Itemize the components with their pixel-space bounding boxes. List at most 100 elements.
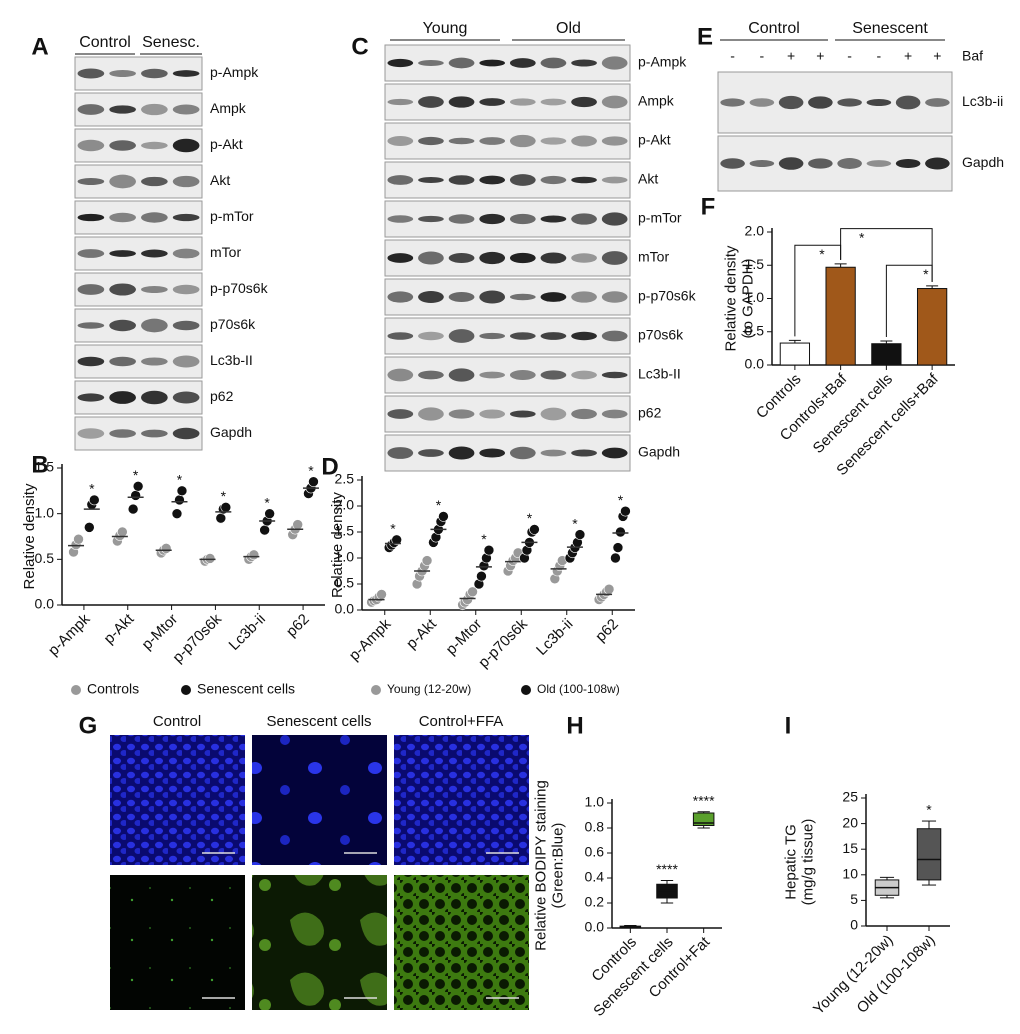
y-tick-label: 0 [850, 917, 858, 933]
data-point [204, 553, 216, 564]
blot-band [509, 332, 536, 340]
y-tick-label: 2.0 [745, 223, 765, 239]
blot-band [77, 428, 105, 439]
significance-mark: **** [693, 792, 715, 808]
significance-mark: * [436, 497, 442, 513]
x-tick-label: Lc3b-ii [533, 616, 576, 659]
legend-label: Old (100-108w) [537, 682, 620, 696]
y-axis-label: (Green:Blue) [549, 823, 566, 909]
blot-band [448, 253, 475, 263]
band-label: mTor [638, 249, 669, 265]
blot-band [571, 370, 597, 380]
significance-mark: * [819, 246, 825, 262]
blot-band [479, 175, 506, 185]
blot-band [141, 357, 168, 366]
data-point [248, 549, 260, 561]
blot-band [866, 98, 892, 107]
blot-band [172, 391, 200, 404]
blot-band [479, 371, 506, 379]
treatment-label: Baf [962, 48, 983, 64]
data-point [117, 526, 128, 538]
legend-label: Senescent cells [197, 681, 295, 697]
blot-band [571, 135, 597, 147]
y-axis-label: (mg/g tissue) [799, 819, 816, 906]
blot-band [509, 98, 536, 106]
y-tick-label: 1.5 [745, 256, 765, 272]
band-label: Akt [638, 171, 658, 187]
panel-letter: E [697, 23, 713, 50]
blot-band [448, 409, 475, 419]
data-point [529, 524, 540, 535]
blot-band [540, 98, 567, 106]
x-tick-label: Old (100-108w) [854, 932, 939, 1017]
blot-band [571, 96, 597, 108]
blot-band [448, 368, 475, 382]
y-tick-label: 1.0 [35, 504, 55, 520]
y-axis-label: (to GAPDH) [739, 258, 756, 338]
blot-band [540, 407, 567, 421]
bar [871, 343, 902, 366]
y-axis-label: Relative density [21, 483, 38, 589]
error-bar [834, 263, 847, 268]
blot-band [601, 291, 628, 303]
blot-band [172, 355, 200, 368]
band-label: Ampk [638, 93, 675, 109]
blot-band [172, 284, 200, 295]
band-label: Gapdh [638, 444, 680, 460]
blot-band [720, 98, 745, 107]
blot-band [141, 103, 168, 116]
panel-letter: B [31, 451, 48, 478]
group-label: Old [556, 20, 581, 37]
blot-band [387, 291, 414, 303]
blot-band [540, 449, 567, 457]
band-label: p62 [638, 405, 662, 421]
blot-band [509, 293, 536, 301]
data-point [308, 476, 319, 488]
blot-band [540, 370, 567, 380]
blot-strip [74, 92, 203, 127]
blot-band [418, 215, 444, 223]
bar [779, 342, 811, 366]
blot-band [540, 57, 567, 69]
blot-band [109, 250, 136, 257]
error-bar [880, 340, 893, 344]
blot-band [837, 98, 862, 107]
blot-band [77, 322, 105, 329]
blot-band [571, 213, 597, 225]
band-label: mTor [210, 244, 241, 260]
y-tick-label: 1.5 [335, 523, 355, 539]
blot-band [448, 57, 475, 69]
blot-band [540, 137, 567, 145]
micrograph [394, 875, 529, 1010]
blot-band [509, 213, 536, 225]
group-label: Senescent [852, 20, 928, 37]
x-tick-label: p-Ampk [45, 610, 94, 659]
column-title: Control+FFA [419, 713, 504, 730]
box [916, 828, 942, 881]
blot-band [837, 158, 862, 169]
band-label: Lc3b-II [210, 352, 253, 368]
blot-band [141, 141, 168, 150]
y-tick-label: 0.0 [585, 919, 605, 935]
band-label: p-Ampk [638, 54, 687, 70]
blot-band [109, 140, 136, 151]
data-point [603, 583, 615, 595]
column-title: Senescent cells [266, 713, 371, 730]
blot-band [601, 371, 628, 379]
blot-band [141, 212, 168, 223]
significance-mark: * [618, 492, 624, 508]
band-label: p-p70s6k [638, 288, 697, 304]
blot-band [509, 134, 536, 148]
legend-marker [371, 685, 381, 695]
blot-band [601, 95, 628, 109]
blot-band [448, 96, 475, 108]
panel-letter: G [79, 712, 98, 739]
blot-band [109, 429, 136, 438]
data-point [84, 522, 95, 533]
blot-band [571, 331, 597, 341]
legend-marker [521, 685, 531, 695]
blot-band [418, 251, 444, 265]
blot-band [387, 253, 414, 263]
y-tick-label: 0.5 [335, 575, 355, 591]
x-tick-label: p-p70s6k [169, 610, 225, 666]
